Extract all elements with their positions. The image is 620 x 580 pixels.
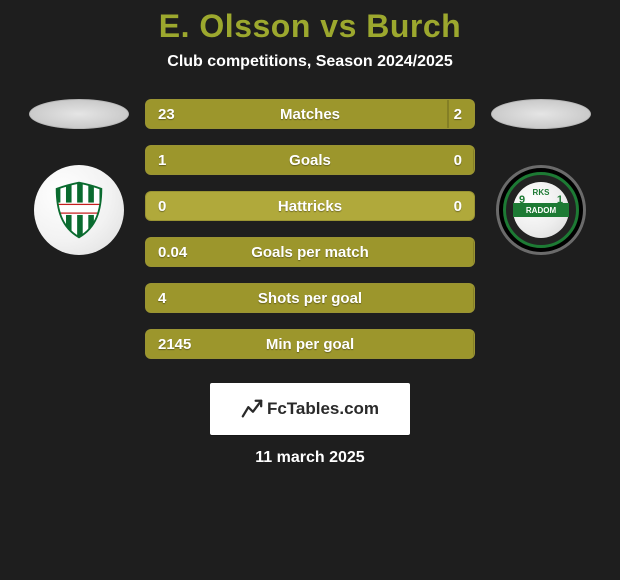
stat-left-fill	[146, 238, 474, 266]
brand-logo: FcTables.com	[210, 383, 410, 435]
main-area: 232Matches 10Goals 0 0Hattricks 0.04Goals pe…	[0, 99, 620, 359]
stat-label: Hattricks	[146, 192, 474, 220]
stats-bars: 232Matches 10Goals 0 0Hattricks 0.04Goals pe…	[145, 99, 475, 359]
badge-top-text: RKS	[499, 188, 583, 197]
left-team-badge	[34, 165, 124, 255]
stat-left-fill	[146, 330, 474, 358]
page-title: E. Olsson vs Burch	[0, 8, 620, 45]
stat-row: 10Goals	[145, 145, 475, 175]
stat-right-value: 0	[442, 192, 474, 220]
stat-right-fill	[448, 100, 474, 128]
stat-row: 0.04Goals per match	[145, 237, 475, 267]
right-team-badge: RKS 9 1 RADOM	[496, 165, 586, 255]
comparison-card: E. Olsson vs Burch Club competitions, Se…	[0, 0, 620, 580]
right-player-placeholder	[491, 99, 591, 129]
stat-left-fill	[146, 284, 474, 312]
left-column	[27, 99, 131, 255]
stat-row: 4Shots per goal	[145, 283, 475, 313]
subtitle: Club competitions, Season 2024/2025	[0, 53, 620, 71]
brand-label: FcTables.com	[267, 399, 379, 419]
badge-band-text: RADOM	[513, 203, 569, 217]
right-column: RKS 9 1 RADOM	[489, 99, 593, 255]
stat-row: 232Matches	[145, 99, 475, 129]
stat-left-value: 0	[146, 192, 178, 220]
stat-row: 2145Min per goal	[145, 329, 475, 359]
chart-icon	[241, 398, 263, 420]
stat-left-fill	[146, 146, 474, 174]
stat-row: 0 0Hattricks	[145, 191, 475, 221]
left-player-placeholder	[29, 99, 129, 129]
shield-icon	[48, 179, 110, 241]
date-label: 11 march 2025	[0, 449, 620, 467]
stat-left-fill	[146, 100, 448, 128]
